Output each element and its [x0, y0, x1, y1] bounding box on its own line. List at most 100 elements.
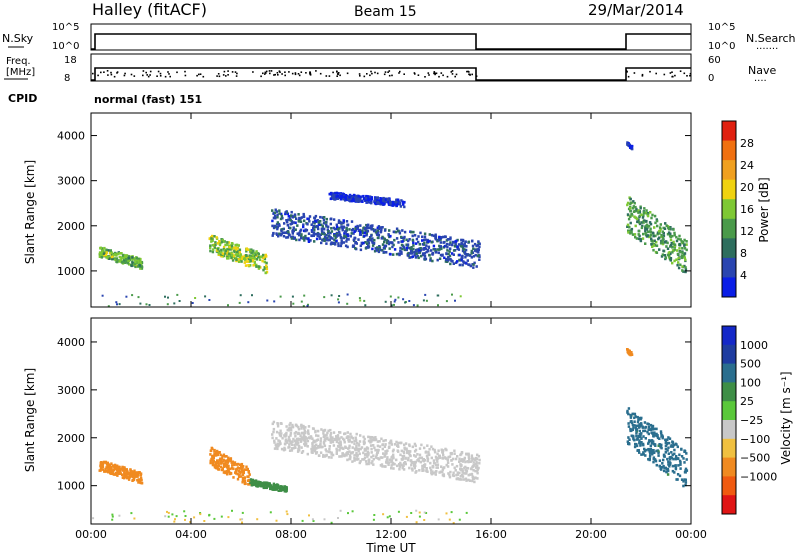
data-point: [304, 436, 307, 439]
nave-point: [369, 74, 371, 77]
colorbar-tick-label: −1000: [740, 470, 777, 483]
data-point: [173, 302, 176, 305]
data-point: [434, 237, 438, 241]
nave-point: [442, 74, 444, 77]
data-point: [122, 466, 126, 469]
data-point: [659, 223, 662, 226]
data-point: [436, 463, 440, 466]
data-point: [389, 200, 392, 204]
data-point: [636, 420, 640, 424]
data-point: [225, 455, 228, 458]
data-point: [380, 197, 384, 200]
data-point: [430, 240, 433, 244]
data-point: [252, 249, 255, 253]
data-point: [335, 239, 338, 243]
data-point: [300, 300, 303, 303]
data-point: [346, 452, 350, 455]
data-point: [367, 223, 370, 227]
data-point: [400, 235, 403, 239]
data-point: [273, 441, 276, 444]
data-point: [214, 461, 217, 464]
data-point: [626, 440, 629, 443]
data-point: [296, 432, 299, 436]
data-point: [673, 452, 676, 456]
data-point: [340, 194, 343, 198]
data-point: [655, 219, 659, 223]
data-point: [655, 449, 658, 453]
data-point: [473, 480, 476, 484]
data-point: [227, 257, 230, 260]
data-point: [433, 248, 437, 251]
data-point: [409, 250, 413, 253]
data-point: [314, 214, 318, 218]
data-point: [338, 295, 341, 297]
data-point: [240, 467, 243, 470]
data-point: [334, 236, 337, 239]
nsky-tick-top: 10^5: [52, 22, 79, 33]
nave-point: [291, 72, 294, 75]
power-data-points: [98, 141, 688, 308]
data-point: [360, 241, 363, 245]
data-point: [428, 233, 431, 236]
data-point: [333, 192, 336, 195]
data-point: [413, 234, 417, 237]
data-point: [351, 436, 355, 440]
data-point: [354, 225, 358, 229]
data-point: [297, 213, 300, 216]
data-point: [332, 196, 336, 200]
data-point: [412, 304, 415, 307]
data-point: [395, 252, 399, 256]
nave-point: [641, 75, 644, 77]
data-point: [354, 227, 357, 230]
data-point: [653, 242, 656, 246]
data-point: [386, 456, 389, 459]
freq-label: Freq.: [6, 56, 31, 67]
data-point: [631, 412, 634, 416]
data-point: [660, 466, 664, 469]
data-point: [222, 453, 226, 457]
data-point: [325, 449, 328, 453]
nsky-tick-bottom: 10^0: [52, 41, 79, 52]
data-point: [434, 235, 438, 239]
nave-point: [451, 73, 454, 75]
data-point: [136, 478, 139, 482]
data-point: [645, 228, 649, 231]
data-point: [241, 473, 245, 477]
nave-point: [686, 75, 688, 77]
data-point: [362, 451, 365, 455]
data-point: [446, 465, 450, 468]
data-point: [668, 437, 672, 440]
data-point: [635, 209, 638, 213]
data-point: [262, 253, 265, 257]
data-point: [470, 456, 474, 460]
data-point: [401, 464, 404, 467]
data-point: [676, 252, 680, 256]
data-point: [323, 434, 326, 437]
freq-tick-top: 18: [64, 55, 77, 66]
data-point: [423, 255, 427, 258]
data-point: [636, 220, 639, 224]
data-point: [417, 457, 420, 461]
data-point: [225, 251, 229, 255]
data-point: [328, 447, 331, 451]
nave-point: [440, 72, 443, 74]
data-point: [325, 437, 328, 440]
nave-point: [358, 73, 361, 75]
data-point: [459, 295, 462, 298]
data-point: [117, 467, 120, 470]
data-point: [116, 464, 119, 468]
data-point: [330, 191, 333, 195]
data-point: [662, 453, 666, 457]
data-point: [430, 456, 433, 460]
data-point: [353, 459, 356, 462]
data-point: [666, 247, 670, 250]
data-point: [218, 243, 222, 247]
data-point: [475, 250, 478, 253]
colorbar-frame: [721, 120, 737, 298]
data-point: [376, 229, 380, 232]
data-point: [334, 243, 337, 246]
data-point: [335, 437, 338, 440]
data-point: [447, 252, 450, 256]
